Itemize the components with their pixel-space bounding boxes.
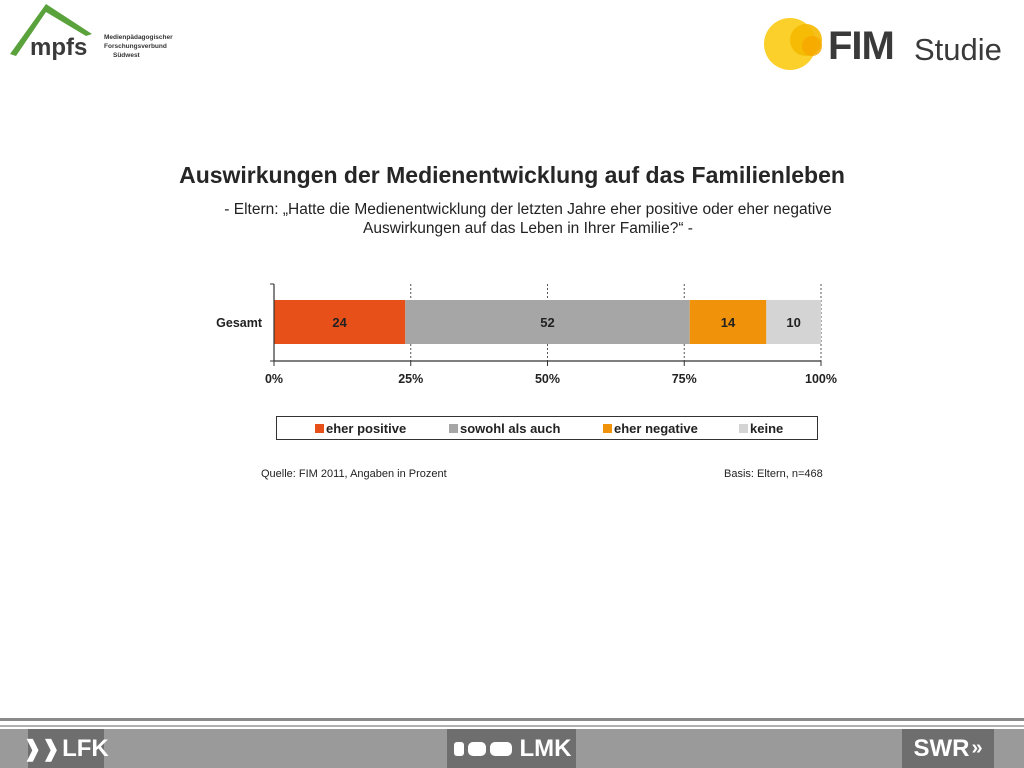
swr-text: SWR xyxy=(913,734,970,762)
axis-layer: Gesamt 0% 25% 50% 75% 100% xyxy=(216,283,837,386)
bar-segment xyxy=(766,300,821,344)
legend-swatch xyxy=(449,423,458,433)
x-tick-label: 75% xyxy=(672,372,697,386)
bar-segment xyxy=(405,300,690,344)
legend-item-keine: keine xyxy=(739,421,783,436)
legend-swatch xyxy=(315,423,324,433)
legend-swatch xyxy=(603,423,612,433)
legend-item-eher-positive: eher positive xyxy=(315,421,449,436)
subtitle-line-2: Auswirkungen auf das Leben in Ihrer Fami… xyxy=(363,220,693,237)
x-tick-label: 25% xyxy=(398,372,423,386)
legend-label: sowohl als auch xyxy=(460,420,561,436)
sun-icon xyxy=(764,18,822,70)
mpfs-roof-icon: mpfs xyxy=(10,4,92,61)
bar-segment xyxy=(274,300,406,344)
source-note: Quelle: FIM 2011, Angaben in Prozent xyxy=(261,468,447,480)
legend-item-sowohl-als-auch: sowohl als auch xyxy=(449,421,603,436)
x-tick-label: 0% xyxy=(265,372,283,386)
basis-note: Basis: Eltern, n=468 xyxy=(724,468,823,480)
mpfs-line3: Südwest xyxy=(113,52,140,59)
lmk-logo: LMK xyxy=(447,729,576,768)
legend-label: eher negative xyxy=(614,420,698,436)
bars-layer: 24 52 14 10 xyxy=(274,300,821,344)
chart-subtitle: - Eltern: „Hatte die Medienentwicklung d… xyxy=(190,200,866,238)
mpfs-logo: mpfs Medienpädagogischer Forschungsverbu… xyxy=(6,0,176,64)
legend-item-eher-negative: eher negative xyxy=(603,421,739,436)
chart-legend: eher positive sowohl als auch eher negat… xyxy=(276,416,818,440)
mpfs-text: mpfs xyxy=(30,34,87,61)
footer-rule xyxy=(0,718,1024,721)
fim-studie-logo: FIM Studie xyxy=(760,10,1016,76)
lfk-logo: ❱❱ LFK xyxy=(23,729,109,768)
grid-layer xyxy=(410,284,822,361)
chart-title: Auswirkungen der Medienentwicklung auf d… xyxy=(179,162,845,188)
lmk-shapes-icon xyxy=(453,741,512,756)
category-label: Gesamt xyxy=(216,316,263,330)
swr-logo: SWR » xyxy=(902,729,994,768)
legend-label: keine xyxy=(750,420,784,436)
mpfs-line1: Medienpädagogischer xyxy=(104,34,173,41)
chevrons-icon: ❱❱ xyxy=(23,735,61,761)
fim-text: FIM xyxy=(828,24,895,68)
studie-text: Studie xyxy=(914,32,1002,67)
x-tick-label: 50% xyxy=(535,372,560,386)
footer-rule xyxy=(0,725,1024,727)
subtitle-line-1: - Eltern: „Hatte die Medienentwicklung d… xyxy=(224,201,832,218)
chevrons-icon: » xyxy=(971,737,983,759)
mpfs-line2: Forschungsverbund xyxy=(104,43,167,50)
bar-segment xyxy=(689,300,767,344)
bar-value-label: 10 xyxy=(786,315,800,330)
bar-value-label: 52 xyxy=(540,315,554,330)
x-tick-label: 100% xyxy=(805,372,837,386)
lfk-text: LFK xyxy=(62,734,109,762)
lmk-text: LMK xyxy=(519,734,572,762)
legend-swatch xyxy=(739,423,748,433)
bar-value-label: 14 xyxy=(721,315,736,330)
legend-label: eher positive xyxy=(326,420,407,436)
bar-value-label: 24 xyxy=(332,315,347,330)
